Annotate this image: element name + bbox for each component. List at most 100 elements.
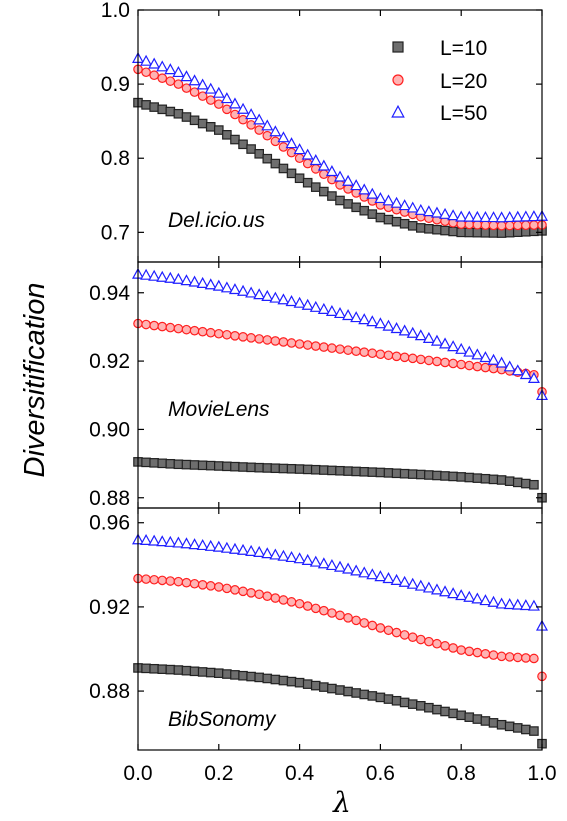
series-point-l10 — [367, 691, 378, 701]
series-point-l50 — [382, 572, 395, 584]
series-point-l20 — [327, 174, 337, 185]
series-point-l50 — [212, 279, 225, 291]
series-point-l10 — [238, 139, 248, 150]
series-point-l10 — [189, 115, 200, 126]
series-point-l50 — [228, 283, 241, 295]
series-point-l20 — [157, 575, 168, 586]
series-point-l50 — [358, 566, 371, 578]
series-point-l50 — [358, 183, 371, 195]
series-point-l50 — [212, 86, 225, 98]
series-point-l20 — [165, 76, 176, 86]
series-point-l20 — [197, 326, 208, 337]
series-point-l10 — [416, 469, 426, 480]
series-point-l50 — [414, 579, 427, 591]
series-point-l50 — [366, 568, 379, 580]
series-point-l20 — [415, 634, 426, 645]
series-point-l50 — [212, 540, 225, 552]
series-point-l20 — [222, 104, 232, 115]
series-point-l10 — [230, 134, 240, 145]
series-point-l10 — [440, 706, 450, 717]
series-point-l20 — [407, 353, 418, 364]
panel-1-markers — [131, 267, 549, 503]
series-point-l10 — [197, 667, 208, 677]
series-point-l10 — [480, 473, 491, 484]
series-point-l20 — [262, 335, 273, 345]
series-point-l10 — [432, 470, 442, 481]
series-point-l10 — [464, 712, 475, 722]
series-point-l20 — [464, 360, 475, 371]
series-point-l10 — [391, 695, 402, 706]
series-point-l10 — [480, 716, 491, 726]
series-point-l20 — [529, 220, 539, 230]
series-point-l50 — [269, 125, 282, 137]
series-point-l10 — [399, 697, 410, 708]
series-point-l10 — [416, 701, 426, 711]
series-point-l20 — [335, 344, 345, 354]
series-point-l20 — [496, 220, 507, 231]
series-point-l20 — [181, 83, 192, 93]
series-point-l50 — [204, 278, 217, 290]
series-point-l20 — [149, 320, 159, 331]
series-point-l50 — [253, 113, 266, 125]
series-point-l50 — [455, 589, 468, 601]
series-point-l20 — [189, 578, 200, 589]
series-point-l50 — [439, 337, 452, 349]
series-point-l20 — [286, 597, 297, 607]
y-tick-label: 0.94 — [89, 282, 130, 305]
series-point-l10 — [286, 676, 297, 687]
series-point-l50 — [228, 97, 241, 109]
series-point-l50 — [342, 309, 355, 321]
series-point-l10 — [222, 669, 232, 679]
series-point-l20 — [319, 342, 329, 352]
series-point-l50 — [366, 315, 379, 327]
series-point-l50 — [519, 210, 532, 222]
series-point-l20 — [319, 605, 329, 616]
series-point-l50 — [439, 585, 452, 597]
series-point-l50 — [309, 300, 322, 312]
series-point-l20 — [214, 99, 224, 109]
series-point-l50 — [301, 298, 314, 310]
series-point-l50 — [180, 70, 193, 82]
series-point-l50 — [463, 590, 476, 602]
series-point-l20 — [343, 345, 353, 355]
series-point-l20 — [141, 574, 151, 584]
series-point-l50 — [430, 583, 443, 595]
series-point-l10 — [448, 471, 458, 482]
series-point-l10 — [278, 675, 289, 686]
series-point-l50 — [487, 595, 500, 607]
series-point-l50 — [293, 143, 306, 155]
series-point-l50 — [253, 288, 266, 300]
series-point-l20 — [230, 585, 240, 595]
series-point-l10 — [359, 466, 370, 477]
series-point-l50 — [301, 553, 314, 565]
series-point-l10 — [351, 202, 361, 213]
series-point-l50 — [156, 535, 169, 547]
series-point-l10 — [383, 468, 394, 478]
panel-2: 0.88 0.92 0.96 BibSonomy — [89, 507, 549, 751]
series-point-l50 — [390, 196, 403, 208]
series-point-l10 — [157, 664, 168, 674]
series-point-l10 — [327, 191, 337, 201]
series-point-l20 — [529, 653, 539, 664]
series-point-l10 — [270, 674, 281, 685]
series-point-l20 — [302, 340, 313, 350]
series-point-l20 — [173, 576, 184, 587]
series-point-l20 — [173, 79, 184, 89]
legend-marker-circle — [392, 74, 404, 86]
series-point-l10 — [424, 470, 434, 480]
series-point-l10 — [375, 212, 386, 223]
series-point-l20 — [157, 73, 168, 83]
series-point-l10 — [165, 664, 176, 675]
series-point-l50 — [172, 66, 185, 78]
legend-label: L=20 — [440, 70, 487, 93]
series-point-l20 — [488, 650, 499, 660]
series-point-l50 — [495, 597, 508, 609]
series-point-l10 — [456, 710, 466, 721]
series-point-l50 — [382, 319, 395, 331]
series-point-l50 — [188, 74, 201, 86]
series-point-l20 — [521, 653, 531, 663]
series-point-l10 — [472, 227, 483, 238]
series-point-l50 — [503, 210, 516, 223]
series-point-l10 — [391, 468, 402, 479]
